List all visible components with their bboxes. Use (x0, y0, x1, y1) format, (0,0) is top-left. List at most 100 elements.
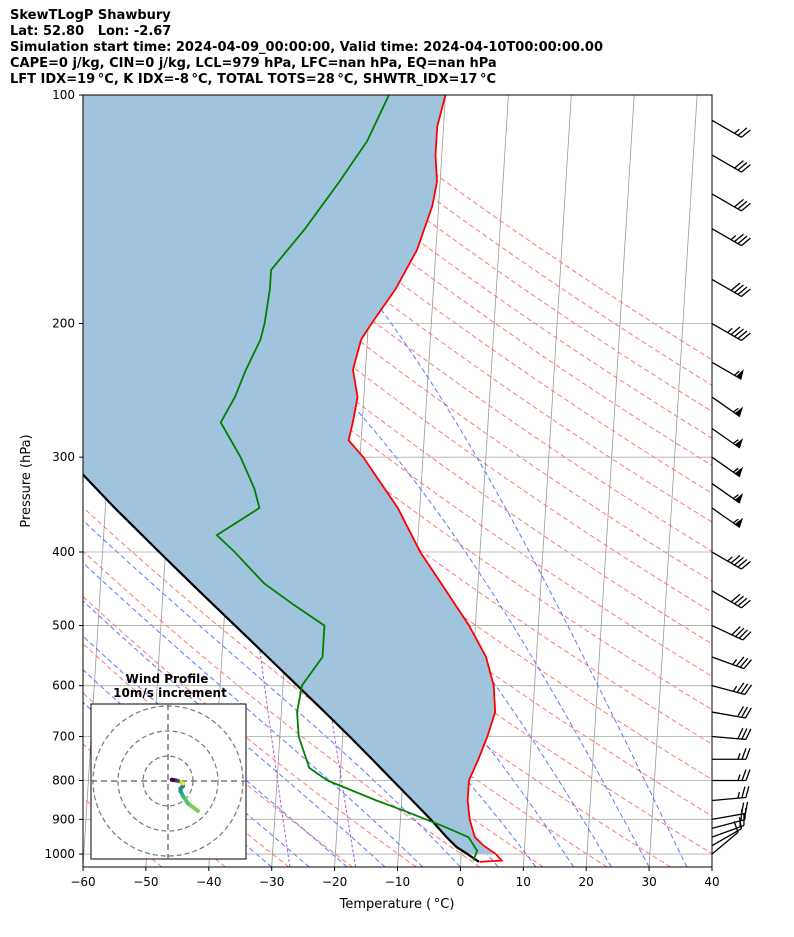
x-axis-ticks: −60 −50 −40 −30 −20 −10 0 10 20 30 40 (70, 867, 720, 889)
barb-flag (736, 369, 744, 380)
dry-adiabat-line (83, 506, 544, 867)
barb-full (741, 164, 751, 173)
barb-half (737, 774, 741, 781)
wind-barb (711, 119, 751, 138)
barb-half (732, 518, 739, 524)
x-tick-label: −50 (133, 875, 158, 889)
moist-adiabat-line (83, 562, 424, 867)
barb-staff (711, 396, 741, 418)
x-tick-label: 10 (516, 875, 531, 889)
barb-staff (711, 590, 742, 609)
barb-full (745, 728, 752, 740)
wind-barb (711, 624, 752, 641)
instability-shading (83, 95, 496, 855)
wind-barb (711, 801, 749, 820)
barb-half (737, 753, 741, 760)
chart-header: SkewTLogP Shawbury Lat: 52.80 Lon: -2.67… (10, 8, 603, 88)
barb-half (732, 439, 739, 444)
hodograph-segment (186, 801, 200, 813)
barb-half (732, 494, 739, 499)
barb-full (745, 769, 751, 781)
wind-barb (711, 322, 751, 342)
index-line: LFT IDX=19 °C, K IDX=-8 °C, TOTAL TOTS=2… (10, 72, 497, 87)
x-tick-label: 30 (641, 875, 656, 889)
barb-flag (734, 406, 744, 417)
y-axis-ticks: 100 200 300 400 500 600 700 800 900 1000 (44, 88, 83, 861)
barb-full (737, 127, 748, 136)
isotherm-line (648, 95, 698, 867)
x-tick-label: −60 (70, 875, 95, 889)
barb-full (739, 657, 749, 668)
barb-full (734, 556, 744, 566)
x-tick-label: 20 (579, 875, 594, 889)
barb-staff (711, 119, 742, 138)
barb-full (734, 198, 744, 208)
barb-full (734, 595, 744, 605)
barb-full (744, 707, 752, 719)
barb-staff (711, 427, 741, 449)
barb-half (732, 407, 739, 413)
barb-staff (711, 711, 746, 719)
time-line: Simulation start time: 2024-04-09_00:00:… (10, 40, 603, 55)
barb-full (743, 659, 752, 670)
x-tick-label: −30 (259, 875, 284, 889)
isotherm-line (585, 95, 635, 867)
barb-full (736, 682, 745, 693)
wind-barbs (711, 119, 753, 855)
location-line: Lat: 52.80 Lon: -2.67 (10, 24, 172, 39)
barb-full (744, 684, 753, 695)
barb-staff (711, 507, 741, 529)
barb-full (740, 683, 749, 694)
y-tick-label: 300 (52, 450, 75, 464)
moist-adiabat-line (83, 635, 348, 867)
moist-adiabat-line (83, 600, 386, 867)
moist-adiabat-line (83, 519, 461, 867)
wind-barb (711, 656, 752, 670)
barb-staff (711, 483, 741, 504)
wind-barb (711, 682, 753, 696)
barb-staff (711, 278, 742, 298)
barb-full (730, 593, 741, 603)
barb-full (741, 728, 748, 740)
wind-barb (711, 786, 750, 802)
hodograph-inset: Wind Profile 10m/s increment (90, 672, 247, 860)
barb-full (742, 631, 752, 641)
barb-full (741, 202, 751, 212)
wind-barb (711, 706, 752, 719)
barb-flag (734, 466, 744, 477)
hodograph-subtitle: 10m/s increment (113, 686, 227, 700)
dewpoint-line (215, 95, 479, 861)
barb-full (734, 328, 744, 338)
dry-adiabat-line (83, 595, 417, 867)
wind-barb (711, 427, 744, 449)
barb-full (737, 706, 745, 717)
barb-full (737, 597, 748, 607)
y-tick-label: 100 (52, 88, 75, 102)
barb-half (732, 659, 738, 665)
wind-barb (711, 361, 744, 380)
temperature-line (347, 95, 504, 863)
y-axis-label: Pressure (hPa) (19, 434, 34, 527)
barb-full (737, 162, 748, 171)
barb-half (732, 467, 739, 473)
dry-adiabat-line (167, 95, 712, 494)
barb-full (741, 332, 751, 342)
barb-full (734, 160, 744, 169)
x-tick-label: −10 (385, 875, 410, 889)
barb-full (730, 554, 741, 564)
barb-staff (711, 735, 746, 741)
barb-full (737, 727, 744, 740)
isotherm-line (0, 95, 5, 867)
wind-barb (712, 769, 751, 782)
dry-adiabat-line (200, 95, 712, 467)
barb-staff (711, 154, 742, 173)
isotherm-line (711, 860, 712, 867)
barb-staff (711, 361, 742, 380)
barb-staff (711, 656, 745, 670)
parcel-line (83, 473, 480, 863)
barb-full (745, 748, 751, 760)
wind-barb (711, 483, 744, 504)
barb-full (737, 235, 748, 245)
y-tick-label: 500 (52, 619, 75, 633)
